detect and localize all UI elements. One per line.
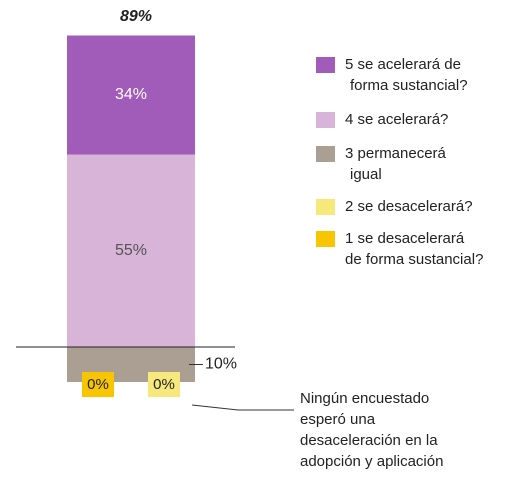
legend-label: 3 permanecerá igual (345, 145, 447, 183)
legend-swatch (316, 199, 335, 215)
legend-swatch (316, 146, 335, 162)
value-label: 10% (205, 356, 237, 373)
total-label: 89% (120, 8, 152, 25)
legend-swatch (316, 112, 335, 128)
zero-label-box (82, 372, 114, 397)
value-label: 0% (87, 376, 109, 393)
bar-segment (67, 154, 195, 347)
legend-label: 5 se acelerará de forma sustancial? (345, 56, 468, 94)
value-label: 34% (115, 86, 147, 103)
value-label: 0% (153, 376, 175, 393)
legend-label: 1 se desacelerará de forma sustancial? (345, 230, 483, 268)
legend-swatch (316, 231, 335, 247)
annotation: Ningún encuestado esperó una desaceleració… (300, 390, 443, 470)
zero-label-box (148, 372, 180, 397)
bar-segment (67, 35, 195, 155)
legend-swatch (316, 57, 335, 73)
legend-label: 4 se acelerará? (345, 111, 448, 128)
annotation-connector (191, 404, 239, 411)
legend-label: 2 se desacelerará? (345, 198, 473, 215)
value-label: 55% (115, 242, 147, 259)
